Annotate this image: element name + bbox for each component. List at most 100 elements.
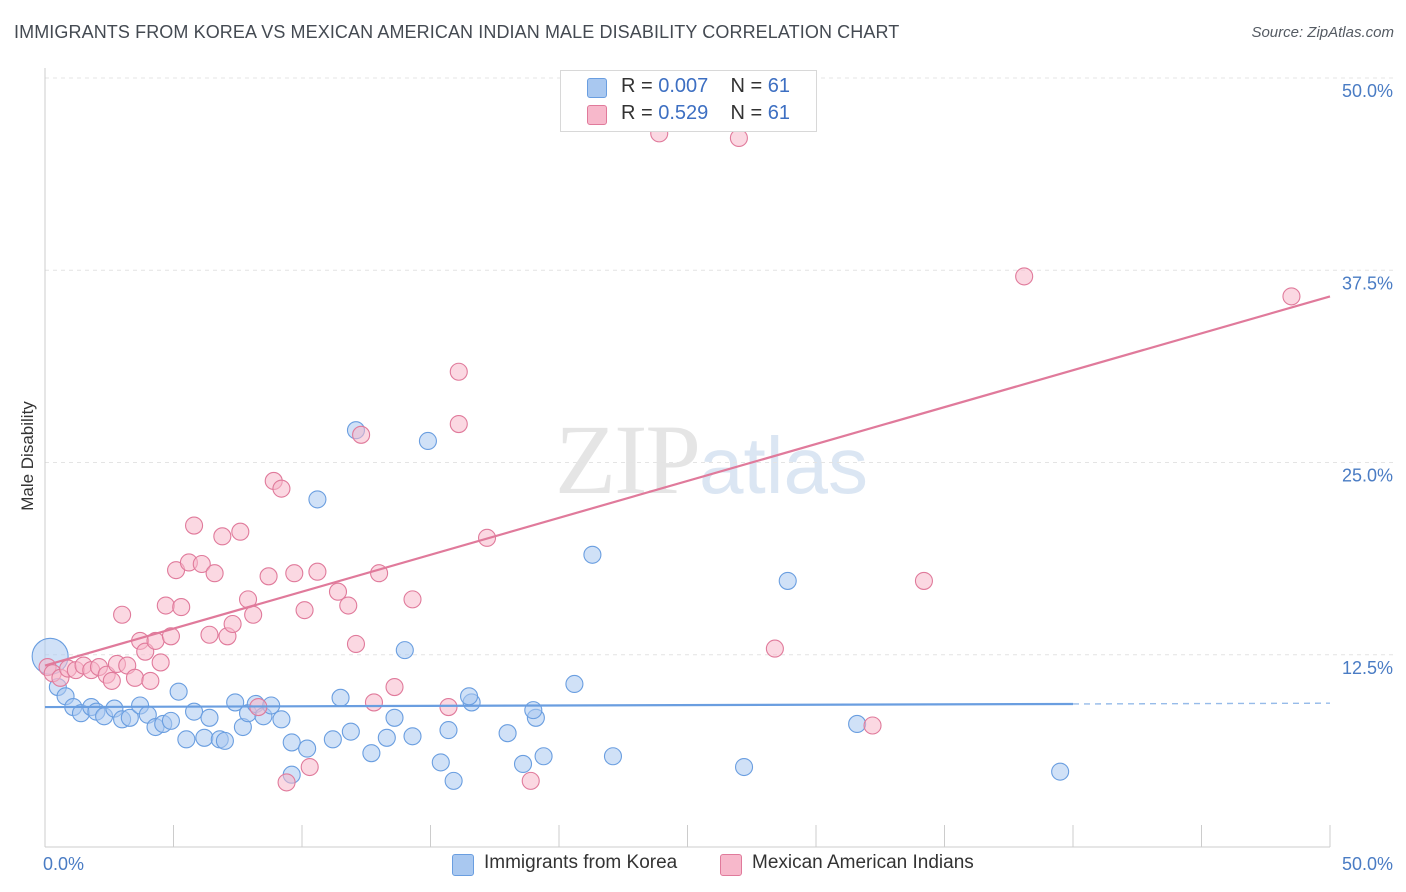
point-mexican-30 <box>223 614 242 634</box>
bottom-legend-swatch-mexican <box>720 854 742 876</box>
point-mexican-9 <box>102 671 121 690</box>
point-mexican-57 <box>729 128 748 148</box>
point-mexican-51 <box>439 697 458 717</box>
point-korea-45 <box>439 721 458 740</box>
bottom-legend-label-korea: Immigrants from Korea <box>484 852 678 873</box>
point-mexican-19 <box>156 596 175 615</box>
point-mexican-33 <box>244 605 263 624</box>
point-korea-42 <box>403 727 422 746</box>
source-label: Source: ZipAtlas.com <box>1251 24 1394 41</box>
point-korea-10 <box>120 708 139 727</box>
point-mexican-16 <box>141 671 160 690</box>
point-korea-19 <box>195 728 214 747</box>
point-korea-22 <box>215 731 234 750</box>
bottom-legend-label-mexican: Mexican American Indians <box>752 852 974 873</box>
point-korea-55 <box>583 545 602 564</box>
point-mexican-53 <box>449 362 468 381</box>
point-korea-56 <box>603 747 623 766</box>
trend-line-mexican <box>44 295 1331 667</box>
point-korea-39 <box>377 728 396 747</box>
point-korea-57 <box>734 757 754 777</box>
point-korea-17 <box>177 730 196 749</box>
point-mexican-55 <box>521 771 540 790</box>
point-korea-33 <box>308 490 327 509</box>
tick-label-layer: 12.5% 25.0% 37.5% 50.0% 0.0% 50.0% <box>43 81 1393 874</box>
y-tick-label-1: 25.0% <box>1342 466 1393 486</box>
point-korea-52 <box>524 701 543 720</box>
point-korea-46 <box>444 771 463 790</box>
point-mexican-27 <box>205 564 224 583</box>
point-mexican-13 <box>125 668 144 687</box>
point-mexican-61 <box>1015 267 1034 286</box>
point-korea-58 <box>778 571 797 590</box>
point-mexican-50 <box>403 590 422 609</box>
point-mexican-44 <box>339 596 358 615</box>
point-korea-60 <box>1051 762 1070 781</box>
point-mexican-41 <box>300 757 319 777</box>
y-tick-label-0: 12.5% <box>1342 658 1393 678</box>
point-korea-36 <box>341 722 360 741</box>
point-mexican-31 <box>231 522 250 541</box>
point-korea-41 <box>395 641 414 660</box>
point-mexican-38 <box>277 773 296 792</box>
point-mexican-37 <box>272 479 291 498</box>
point-mexican-24 <box>185 516 204 535</box>
point-mexican-59 <box>863 716 882 735</box>
point-korea-35 <box>331 688 350 707</box>
points-layer <box>31 124 1301 792</box>
point-korea-29 <box>272 710 291 729</box>
point-mexican-28 <box>213 527 232 546</box>
point-mexican-62 <box>1282 287 1301 306</box>
point-korea-43 <box>418 431 437 451</box>
point-korea-38 <box>362 744 381 763</box>
point-mexican-25 <box>192 554 211 574</box>
trend-line-korea <box>44 702 1074 709</box>
trend-line-korea-extension <box>1072 702 1331 705</box>
point-mexican-39 <box>285 564 304 583</box>
correlation-legend: R = 0.007 N = 61 R = 0.529 N = 61 <box>560 70 817 132</box>
point-mexican-35 <box>259 567 278 586</box>
point-mexican-47 <box>364 693 384 712</box>
bottom-legend-swatch-korea <box>452 854 474 876</box>
point-korea-48 <box>459 687 479 706</box>
point-mexican-43 <box>328 582 348 601</box>
point-korea-30 <box>282 733 301 752</box>
point-mexican-49 <box>385 677 404 697</box>
y-tick-label-2: 37.5% <box>1342 273 1393 293</box>
point-mexican-22 <box>172 598 191 617</box>
point-mexican-58 <box>765 639 784 658</box>
point-mexican-40 <box>295 601 314 620</box>
point-korea-49 <box>498 724 517 743</box>
trend-layer <box>44 295 1331 709</box>
point-korea-20 <box>200 708 219 727</box>
point-mexican-60 <box>914 571 933 590</box>
point-korea-59 <box>848 714 867 734</box>
watermark-atlas: atlas <box>699 421 868 510</box>
x-tick-label-1: 50.0% <box>1342 854 1393 874</box>
chart-title: IMMIGRANTS FROM KOREA VS MEXICAN AMERICA… <box>14 22 900 42</box>
point-korea-40 <box>385 708 404 727</box>
point-korea-50 <box>513 754 533 773</box>
point-mexican-26 <box>200 625 219 644</box>
point-korea-16 <box>169 682 188 701</box>
point-korea-32 <box>298 739 317 758</box>
axis-layer <box>44 68 1331 848</box>
point-mexican-18 <box>151 653 170 672</box>
x-tick-label-0: 0.0% <box>43 854 84 874</box>
legend-stats-korea: R = 0.007 N = 61 <box>621 75 791 97</box>
grid-layer <box>45 77 1395 656</box>
point-mexican-42 <box>308 562 327 581</box>
point-mexican-52 <box>449 414 468 434</box>
legend-stats-mexican: R = 0.529 N = 61 <box>621 102 791 124</box>
point-mexican-20 <box>161 627 180 646</box>
point-mexican-45 <box>346 634 366 654</box>
point-mexican-46 <box>352 425 371 444</box>
y-tick-label-3: 50.0% <box>1342 81 1393 101</box>
point-korea-54 <box>565 674 584 694</box>
point-korea-34 <box>323 730 342 749</box>
point-korea-53 <box>534 747 553 766</box>
point-korea-15 <box>161 711 180 730</box>
watermark: ZIPatlas <box>555 402 868 517</box>
legend-swatch-mexican <box>587 105 607 125</box>
watermark-zip: ZIP <box>555 404 701 515</box>
